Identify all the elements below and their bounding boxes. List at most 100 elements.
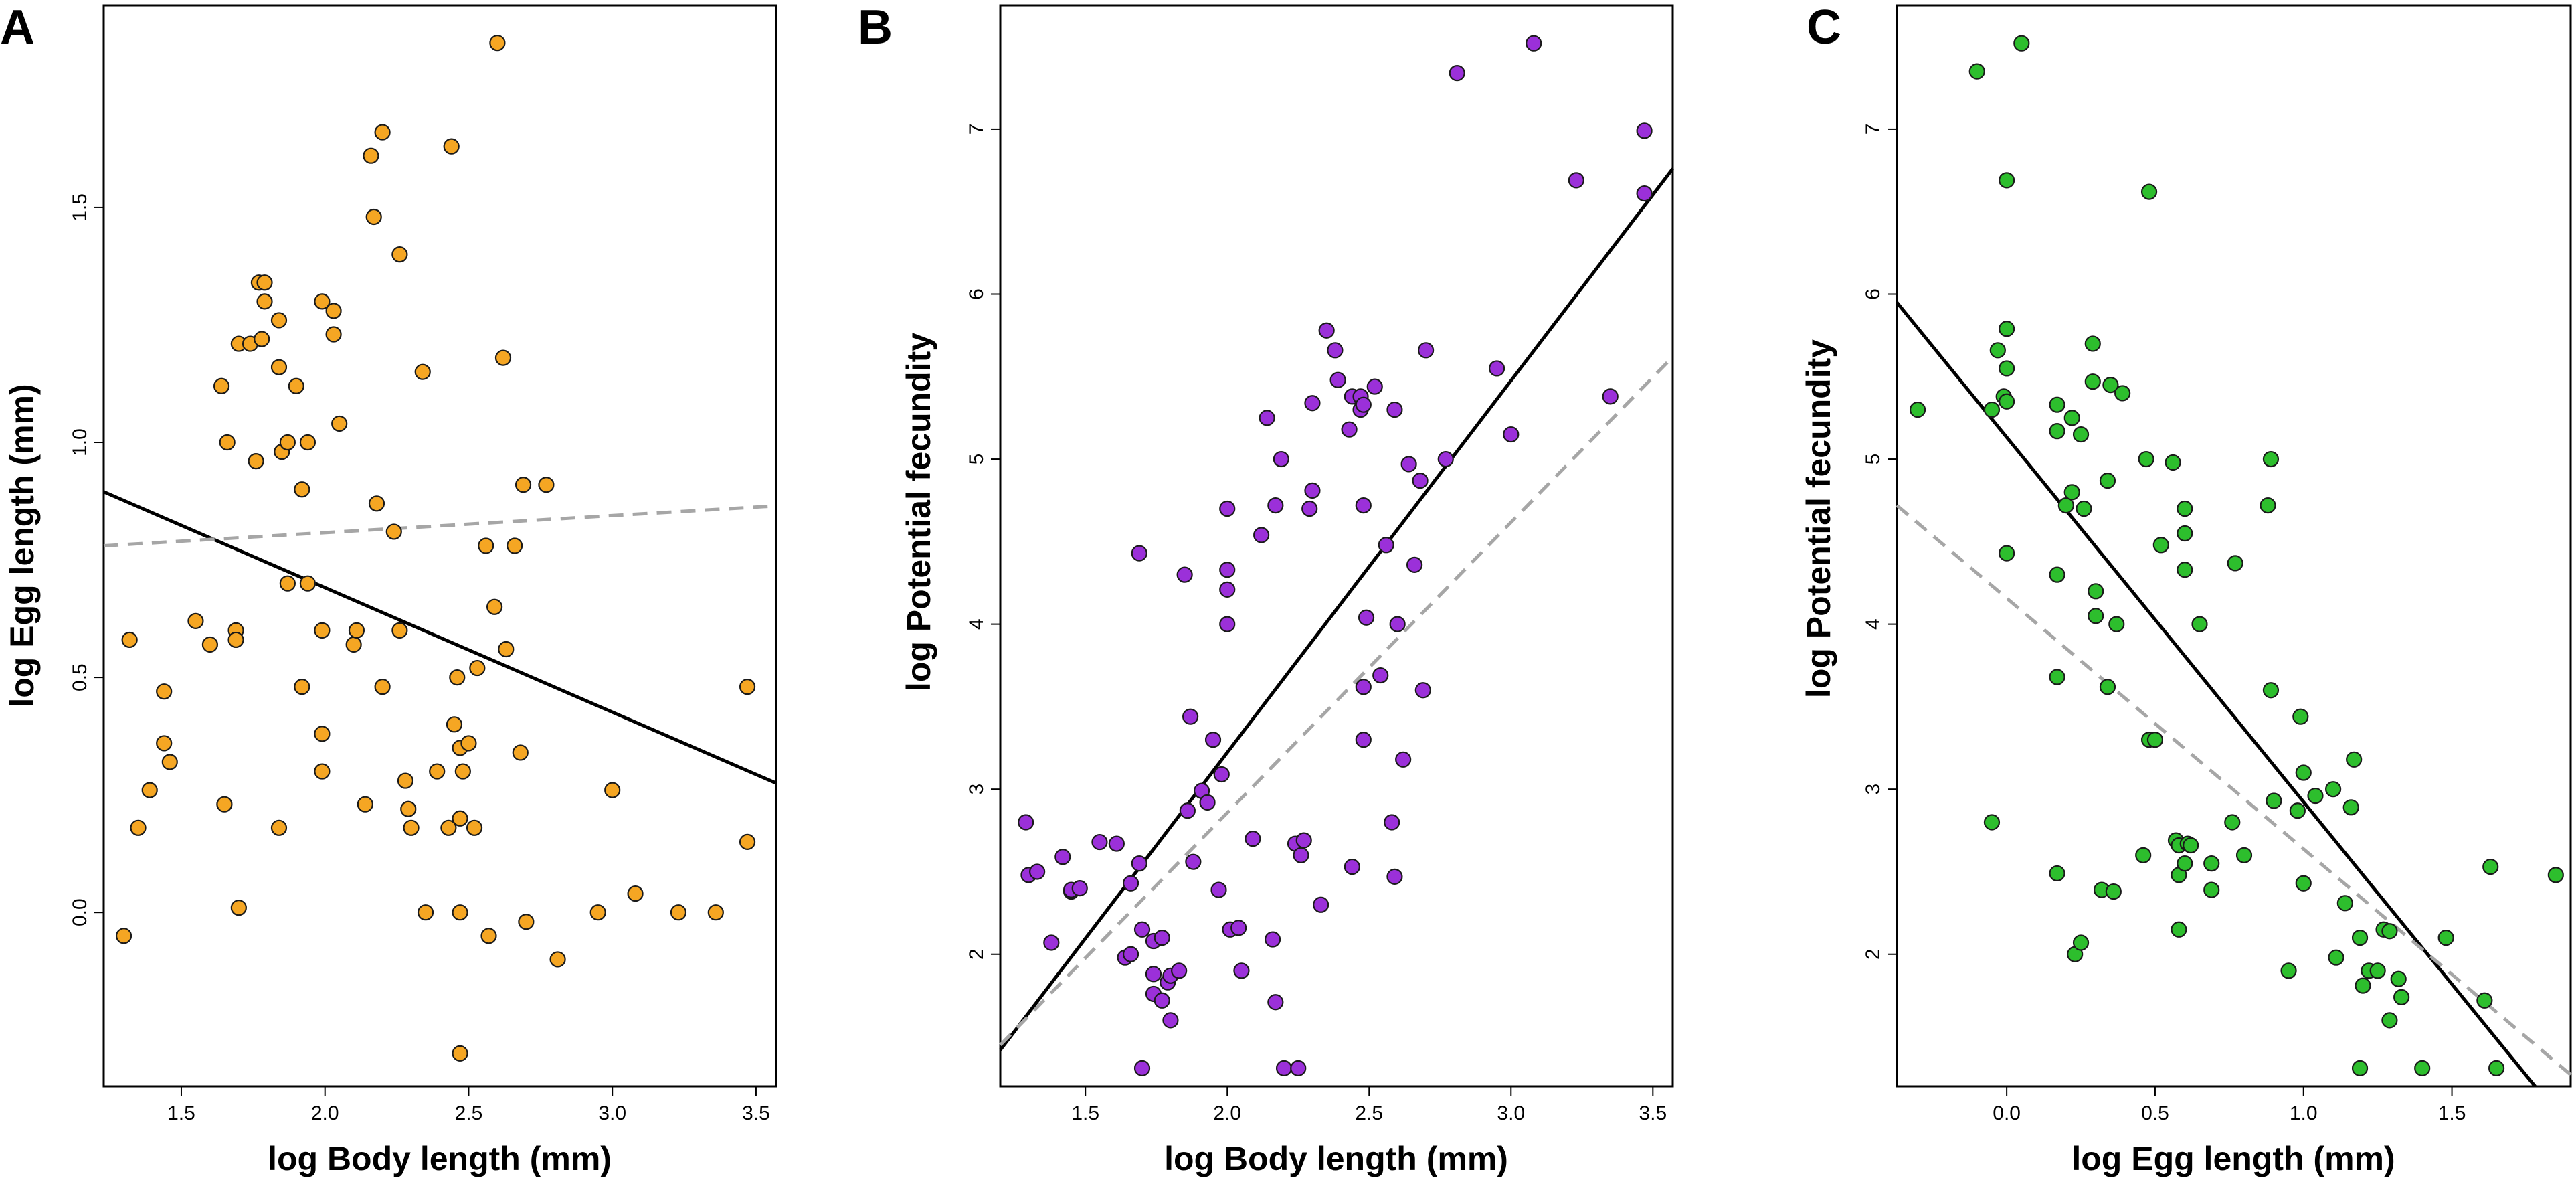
panel-c-data-point <box>2072 426 2090 443</box>
panel-a-data-point <box>314 293 331 310</box>
panel-b-data-point <box>1018 814 1034 831</box>
panel-a-data-point <box>589 904 606 921</box>
panel-c-points <box>1909 35 2564 1076</box>
panel-b-data-point <box>1503 426 1520 443</box>
panel-a-data-point <box>489 35 506 52</box>
panel-c-data-point <box>2072 934 2090 951</box>
panel-c-data-point <box>2414 1060 2431 1076</box>
panel-b-data-point <box>1400 456 1417 473</box>
panel-b-data-point <box>1219 562 1236 578</box>
panel-c-y-tick-label: 5 <box>1862 454 1884 465</box>
panel-c-ticks: 0.0 0.5 1.0 1.5 2 3 4 5 6 7 <box>1862 124 2466 1124</box>
panel-a-data-point <box>374 124 391 141</box>
panel-a-ticks: 1.5 2.0 2.5 3.0 3.5 0.0 0.5 1.0 1.5 <box>69 193 770 1124</box>
panel-b-data-point <box>1264 931 1281 948</box>
panel-c: C 0.0 0.5 1.0 1.5 2 3 4 5 6 7 log Egg length (mm)… <box>1800 1 2572 1177</box>
panel-c-data-point <box>2177 562 2193 578</box>
panel-b-data-point <box>1108 835 1125 852</box>
panel-b-data-point <box>1386 868 1403 885</box>
panel-c-data-point <box>2381 923 2398 940</box>
panel-a-data-point <box>227 631 244 649</box>
panel-c-data-point <box>2177 525 2193 542</box>
panel-c-data-point <box>2482 858 2499 875</box>
panel-c-data-point <box>2165 454 2181 471</box>
panel-b-data-point <box>1233 962 1250 979</box>
panel-b-data-point <box>1372 667 1389 684</box>
panel-c-data-point <box>2262 682 2280 699</box>
panel-b-dashed-trend-line <box>999 355 1674 1047</box>
panel-c-data-point <box>2171 921 2187 938</box>
panel-c-x-axis-label: log Egg length (mm) <box>2072 1140 2395 1177</box>
panel-b-y-axis-label: log Potential fecundity <box>900 333 937 691</box>
panel-b-data-point <box>1154 992 1170 1009</box>
panel-a-data-point <box>478 537 494 554</box>
panel-a-data-point <box>627 885 644 902</box>
panel-b-y-tick-label: 5 <box>965 454 988 465</box>
panel-c-data-point <box>2084 335 2101 352</box>
panel-c-data-point <box>1999 393 2015 410</box>
panel-a-data-point <box>480 928 497 944</box>
panel-c-y-tick-label: 4 <box>1862 618 1884 630</box>
panel-c-data-point <box>2235 847 2253 863</box>
panel-a-data-point <box>254 331 270 347</box>
panel-b-data-point <box>1526 35 1542 52</box>
panel-b-data-point <box>1301 500 1318 517</box>
panel-a-data-point <box>294 679 310 695</box>
panel-c-data-point <box>2084 373 2101 390</box>
panel-a-data-point <box>670 904 687 921</box>
panel-a-data-point <box>256 293 273 310</box>
panel-b-data-point <box>1366 378 1383 395</box>
panel-b-data-point <box>1253 527 1270 543</box>
panel-c-data-point <box>2099 473 2116 489</box>
panel-b-data-point <box>1185 853 1202 870</box>
panel-c-x-tick-label: 0.5 <box>2141 1102 2169 1124</box>
panel-a-data-point <box>219 434 236 451</box>
panel-c-data-point <box>2013 35 2030 52</box>
panel-b-ticks: 1.5 2.0 2.5 3.0 3.5 2 3 4 5 6 7 <box>965 124 1667 1124</box>
panel-a-data-point <box>391 246 408 263</box>
panel-b-data-point <box>1133 1060 1151 1076</box>
panel-b-data-point <box>1318 322 1335 339</box>
panel-a-data-point <box>739 833 756 850</box>
panel-a-data-point <box>115 928 132 944</box>
panel-b-data-point <box>1131 545 1147 562</box>
panel-c-y-axis-label: log Potential fecundity <box>1800 339 1837 698</box>
panel-b-y-tick-label: 2 <box>965 948 988 960</box>
panel-b-data-point <box>1389 616 1406 632</box>
panel-c-y-tick-label: 2 <box>1862 948 1884 960</box>
panel-a-data-point <box>443 138 460 155</box>
panel-c-data-point <box>2203 881 2220 898</box>
panel-b-data-point <box>1210 881 1227 898</box>
panel-a-x-tick-label: 3.0 <box>598 1102 626 1124</box>
panel-b-data-point <box>1412 473 1429 489</box>
panel-a-x-tick-label: 2.5 <box>455 1102 483 1124</box>
panel-b-data-point <box>1414 682 1431 699</box>
panel-a-data-point <box>187 612 204 629</box>
panel-a-data-point <box>294 481 310 498</box>
panel-c-data-point <box>2351 1060 2369 1076</box>
panel-a-data-point <box>288 377 304 394</box>
panel-c-data-point <box>2289 802 2306 819</box>
panel-c-data-point <box>1983 401 2001 418</box>
panel-b-data-point <box>1162 1012 1179 1029</box>
panel-a-y-tick-label: 1.5 <box>69 193 91 222</box>
panel-b-x-axis-label: log Body length (mm) <box>1164 1140 1508 1177</box>
panel-b: B 1.5 2.0 2.5 3.0 3.5 2 3 4 5 6 7 log Body length … <box>858 1 1674 1177</box>
panel-c-plot-frame <box>1896 4 2572 1088</box>
panel-b-data-point <box>1230 920 1247 936</box>
panel-c-data-point <box>2369 962 2386 979</box>
panel-c-data-point <box>2328 949 2344 966</box>
panel-c-data-point <box>2292 708 2309 725</box>
panel-c-data-point <box>2088 583 2104 600</box>
panel-c-data-point <box>2177 500 2193 517</box>
panel-b-data-point <box>1219 500 1236 517</box>
panel-a-data-point <box>454 763 471 780</box>
panel-c-data-point <box>2146 732 2164 748</box>
panel-a-data-point <box>518 914 535 930</box>
panel-c-data-point <box>2076 500 2092 517</box>
panel-b-data-point <box>1295 832 1312 849</box>
panel-a-data-point <box>270 819 288 836</box>
panel-a-data-point <box>325 303 342 319</box>
panel-c-data-point <box>2346 751 2363 768</box>
